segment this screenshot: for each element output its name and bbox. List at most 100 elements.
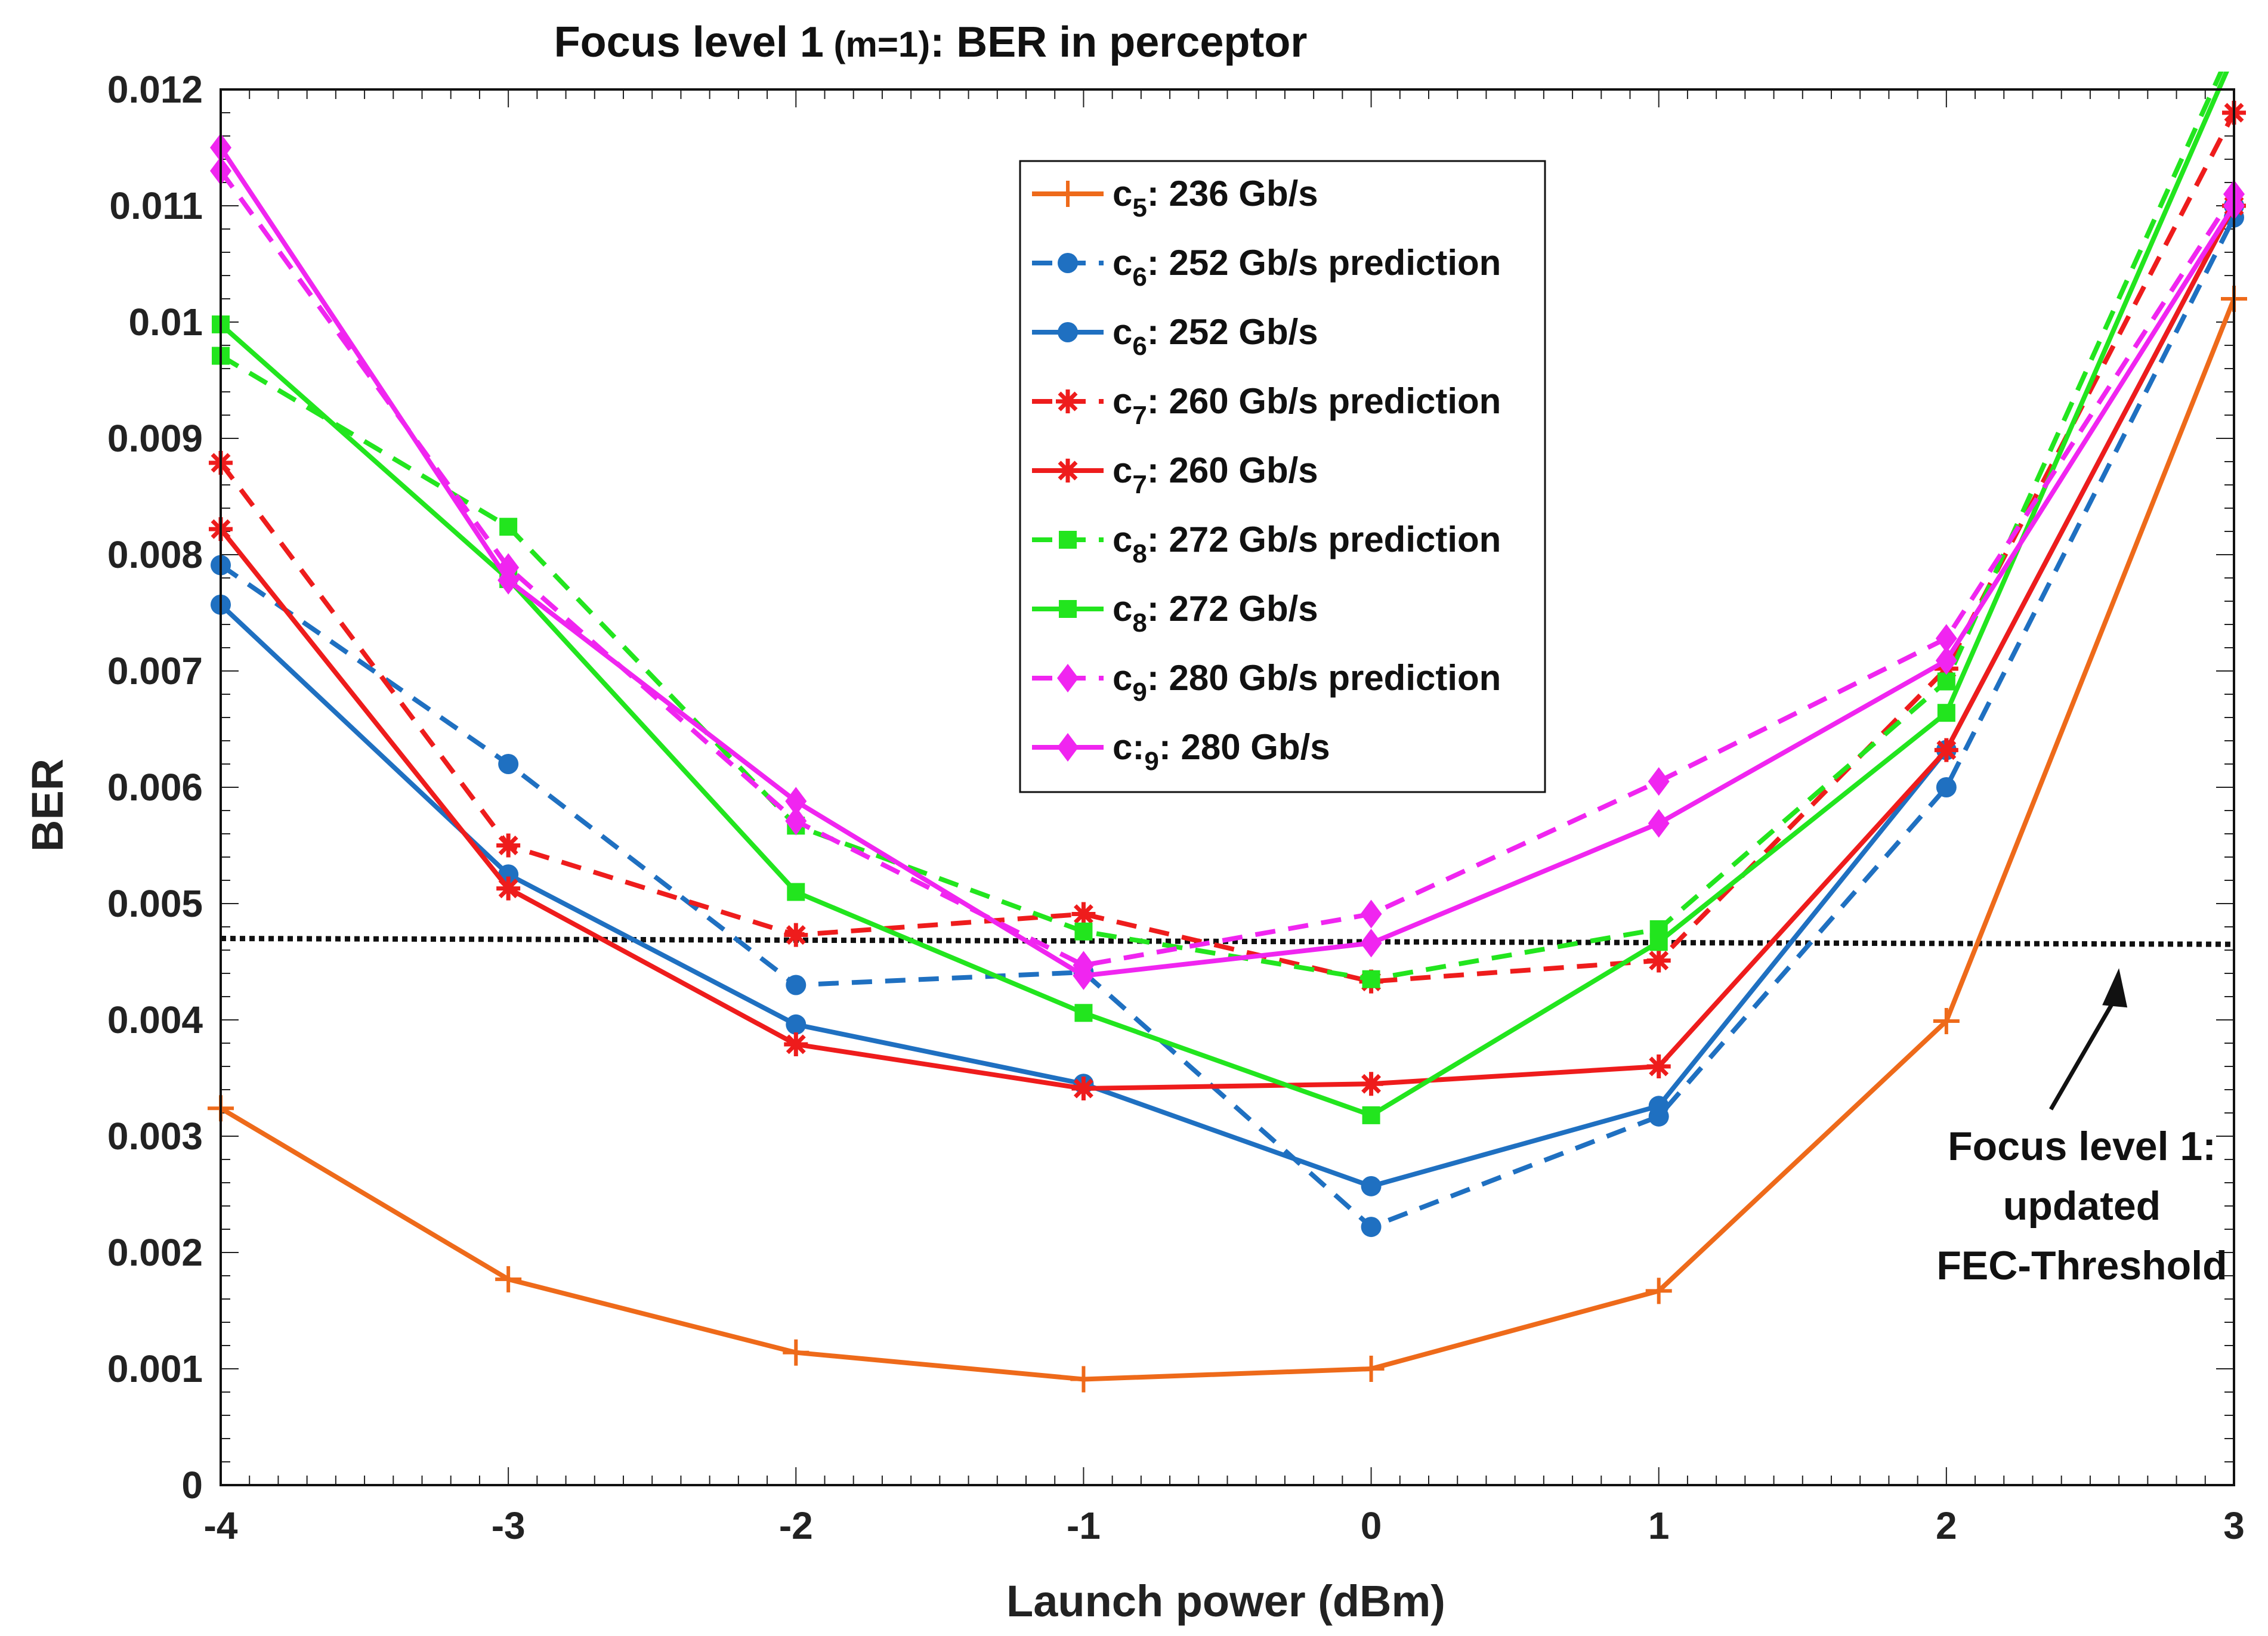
data-point-c8 [1649,933,1668,951]
plot-area-frame [220,88,2235,1486]
y-tick-label: 0.006 [107,766,203,809]
annotation-line: updated [2003,1183,2161,1229]
data-point-c5 [1358,1356,1385,1382]
legend-box [1019,160,1546,793]
legend-marker-c6 [1058,322,1078,342]
legend-entry-c7p: c7: 260 Gb/s prediction [1032,381,1501,430]
data-point-c7 [1646,1054,1671,1078]
series-line-c8 [219,72,2229,1118]
y-tick-label: 0.001 [107,1347,203,1390]
data-point-c9 [1935,646,1957,675]
data-point-c6 [786,1014,807,1035]
data-point-c7p [1071,902,1096,926]
legend-marker-c8p [1059,531,1077,549]
series-line-c8p [219,72,2224,982]
y-tick-label: 0.009 [107,417,203,460]
data-point-c9p [1935,624,1957,653]
x-tick-label: -4 [204,1504,238,1547]
data-point-c7 [1071,1077,1096,1101]
y-tick-label: 0.004 [107,998,203,1041]
y-tick-label: 0.008 [107,533,203,576]
y-tick-label: 0.011 [109,184,203,227]
data-point-c7 [1934,738,1958,762]
series-line-c7p [218,112,2236,984]
annotation-line: FEC-Threshold [1936,1243,2227,1288]
data-point-c8 [2225,46,2243,64]
legend-label-c8: c8: 272 Gb/s [1113,589,1318,638]
legend-entry-c5: c5: 236 Gb/s [1032,174,1318,222]
data-point-c6p [1361,1217,1382,1238]
data-point-c8p [1362,970,1380,988]
legend-entry-c8: c8: 272 Gb/s [1032,589,1318,638]
legend-entry-c7: c7: 260 Gb/s [1032,450,1318,499]
data-point-c7p [784,923,808,947]
data-point-c5 [1070,1366,1097,1393]
legend-marker-c9p [1057,664,1079,692]
y-axis-label: BER [23,759,72,852]
data-point-c7p [496,833,521,858]
data-point-c7 [1359,1072,1383,1096]
x-axis-label: Launch power (dBm) [1006,1576,1445,1626]
legend-label-c9: c:9: 280 Gb/s [1113,727,1330,776]
y-tick-label: 0.012 [107,68,203,111]
data-point-c8p [2225,34,2243,52]
legend-label-c6: c6: 252 Gb/s [1113,312,1318,361]
data-point-c7 [496,876,521,901]
annotation-line: Focus level 1: [1948,1124,2216,1169]
data-point-c9 [1360,929,1382,958]
legend-label-c9p: c9: 280 Gb/s prediction [1113,658,1501,707]
x-tick-label: -2 [779,1504,813,1547]
legend-entry-c9: c:9: 280 Gb/s [1032,727,1330,776]
legend-marker-c7p [1056,389,1080,413]
legend-label-c7p: c7: 260 Gb/s prediction [1113,381,1501,430]
data-point-c5 [1645,1278,1672,1304]
series-line-c9 [218,146,2236,978]
series-lines [208,34,2247,1393]
data-point-c7p [1646,948,1671,973]
y-tick-label: 0.005 [107,882,203,925]
data-point-c5 [1933,1007,1960,1034]
data-point-c6p [1936,777,1957,797]
annotation-arrow-head [2102,968,2128,1008]
data-point-c9 [1648,809,1670,838]
data-point-c6p [786,975,807,995]
series-line-c6p [219,216,2236,1230]
data-point-c6 [1648,1096,1669,1117]
data-point-c5 [495,1266,522,1292]
series-line-c6 [219,205,2236,1189]
data-point-c9 [785,787,807,816]
legend-marker-c6p [1058,253,1078,273]
data-point-c9p [1360,899,1382,929]
data-point-c9 [1073,961,1095,990]
data-point-c9p [785,806,807,836]
data-point-c8 [1937,704,1955,722]
x-tick-label: 3 [2223,1504,2245,1547]
annotation-arrow-shaft [2048,991,2121,1111]
y-tick-label: 0.003 [107,1115,203,1158]
series-c8p [212,34,2243,988]
series-line-c7 [218,205,2236,1091]
data-point-c8 [787,883,805,901]
data-point-c8p [499,518,518,536]
y-tick-label: 0.007 [107,650,203,692]
legend-marker-c9 [1057,733,1079,762]
legend-label-c7: c7: 260 Gb/s [1113,450,1318,499]
data-point-c6 [1361,1176,1382,1196]
x-tick-label: -1 [1067,1504,1101,1547]
legend-entry-c6p: c6: 252 Gb/s prediction [1032,243,1501,292]
legend-entry-c6: c6: 252 Gb/s [1032,312,1318,361]
data-point-c7 [784,1032,808,1056]
data-point-c8 [1074,1004,1093,1022]
data-point-c6p [498,754,519,774]
y-tick-label: 0.002 [107,1231,203,1274]
y-tick-label: 0.01 [128,301,203,344]
legend-label-c6p: c6: 252 Gb/s prediction [1113,243,1501,292]
legend-entry-c8p: c8: 272 Gb/s prediction [1032,519,1501,568]
legend-label-c8p: c8: 272 Gb/s prediction [1113,519,1501,568]
y-tick-label: 0 [181,1464,203,1507]
series-line-c9p [218,169,2236,968]
axes: -4 -3 -2 -1 0 1 2 3 0 0.001 0.002 0.003 0.004 0.005 0.… [107,68,2245,1547]
data-point-c9p [1648,767,1670,796]
data-point-c8p [1937,672,1955,691]
